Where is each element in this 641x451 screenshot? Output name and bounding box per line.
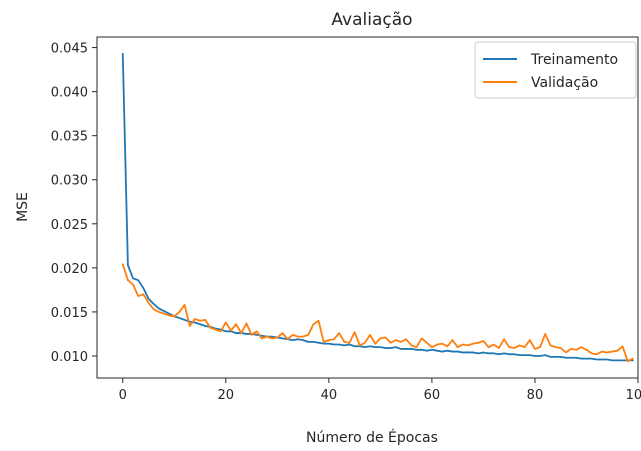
x-tick-label: 20 (218, 388, 235, 403)
y-axis-label: MSE (15, 192, 31, 222)
x-tick-label: 80 (527, 388, 544, 403)
chart-title: Avaliação (331, 10, 412, 30)
x-tick-label: 0 (119, 388, 127, 403)
axis-layer: 0 20 40 60 80 100 0.010 0.015 0.020 0.025 0.030 0.0… (51, 42, 641, 403)
y-tick-label: 0.010 (51, 350, 88, 365)
x-tick-label: 100 (626, 388, 641, 403)
legend: Treinamento Validação (474, 41, 637, 99)
series-line-validacao (121, 263, 634, 363)
x-tick-label: 60 (424, 388, 441, 403)
legend-frame (474, 41, 637, 99)
y-tick-label: 0.030 (51, 174, 88, 189)
y-tick-label: 0.015 (51, 306, 88, 321)
y-tick-label: 0.045 (51, 42, 88, 57)
series-line-treinamento (121, 52, 634, 362)
y-tick-label: 0.040 (51, 86, 88, 101)
x-axis-label: Número de Épocas (306, 429, 438, 446)
legend-label-treinamento: Treinamento (530, 52, 618, 68)
y-tick-label: 0.020 (51, 262, 88, 277)
plot-frame (96, 36, 639, 379)
y-tick-label: 0.035 (51, 130, 88, 145)
legend-label-validacao: Validação (531, 75, 598, 91)
series-layer (121, 52, 634, 363)
x-tick-label: 40 (321, 388, 338, 403)
y-tick-label: 0.025 (51, 218, 88, 233)
